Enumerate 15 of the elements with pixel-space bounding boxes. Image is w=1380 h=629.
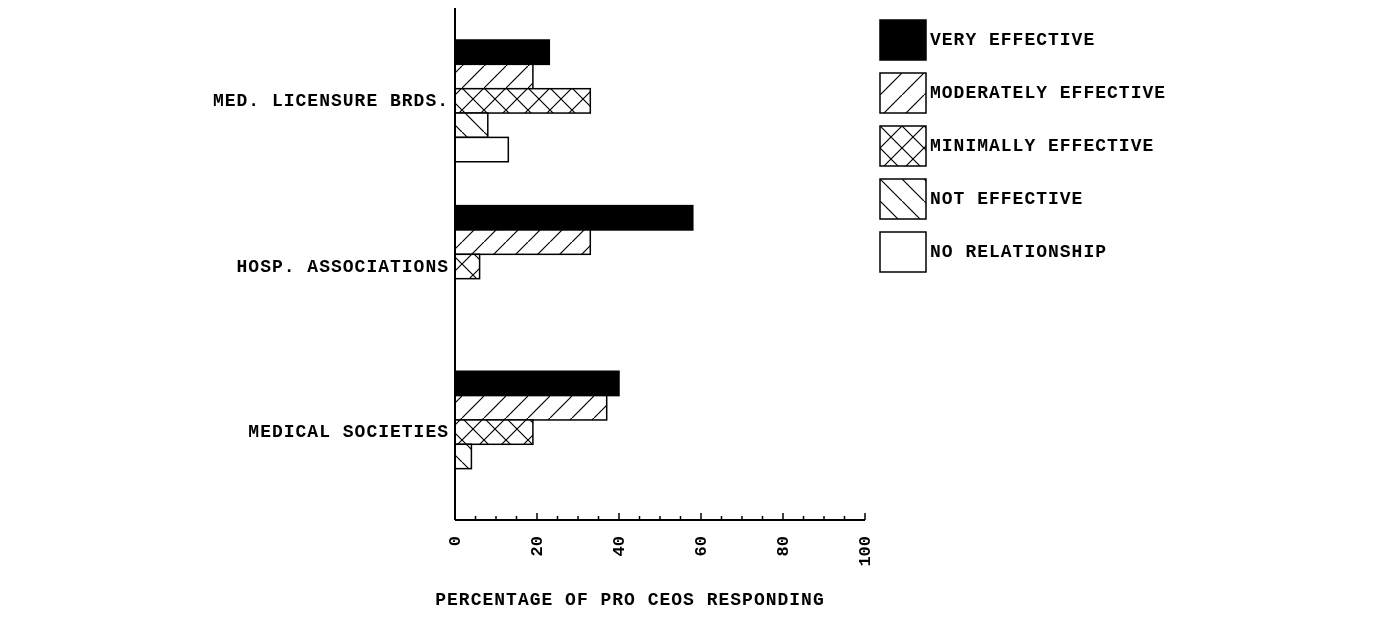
legend-label: MODERATELY EFFECTIVE xyxy=(930,83,1167,103)
legend-label: NOT EFFECTIVE xyxy=(930,189,1084,209)
legend-label: MINIMALLY EFFECTIVE xyxy=(930,136,1155,156)
y-tick-label: HOSP. ASSOCIATIONS xyxy=(236,256,449,277)
x-axis-title: PERCENTAGE OF PRO CEOS RESPONDING xyxy=(435,590,825,610)
x-tick-label: 100 xyxy=(855,536,875,567)
x-tick-label: 80 xyxy=(773,536,793,557)
y-tick-label: MED. LICENSURE BRDS. xyxy=(212,90,449,111)
legend-label: NO RELATIONSHIP xyxy=(930,242,1108,262)
x-tick-label: 20 xyxy=(527,536,547,557)
x-tick-label: 60 xyxy=(691,536,711,557)
x-tick-label: 0 xyxy=(445,536,465,547)
y-tick-label: MEDICAL SOCIETIES xyxy=(248,422,449,443)
legend-label: VERY EFFECTIVE xyxy=(930,30,1096,50)
x-tick-label: 40 xyxy=(609,536,629,557)
